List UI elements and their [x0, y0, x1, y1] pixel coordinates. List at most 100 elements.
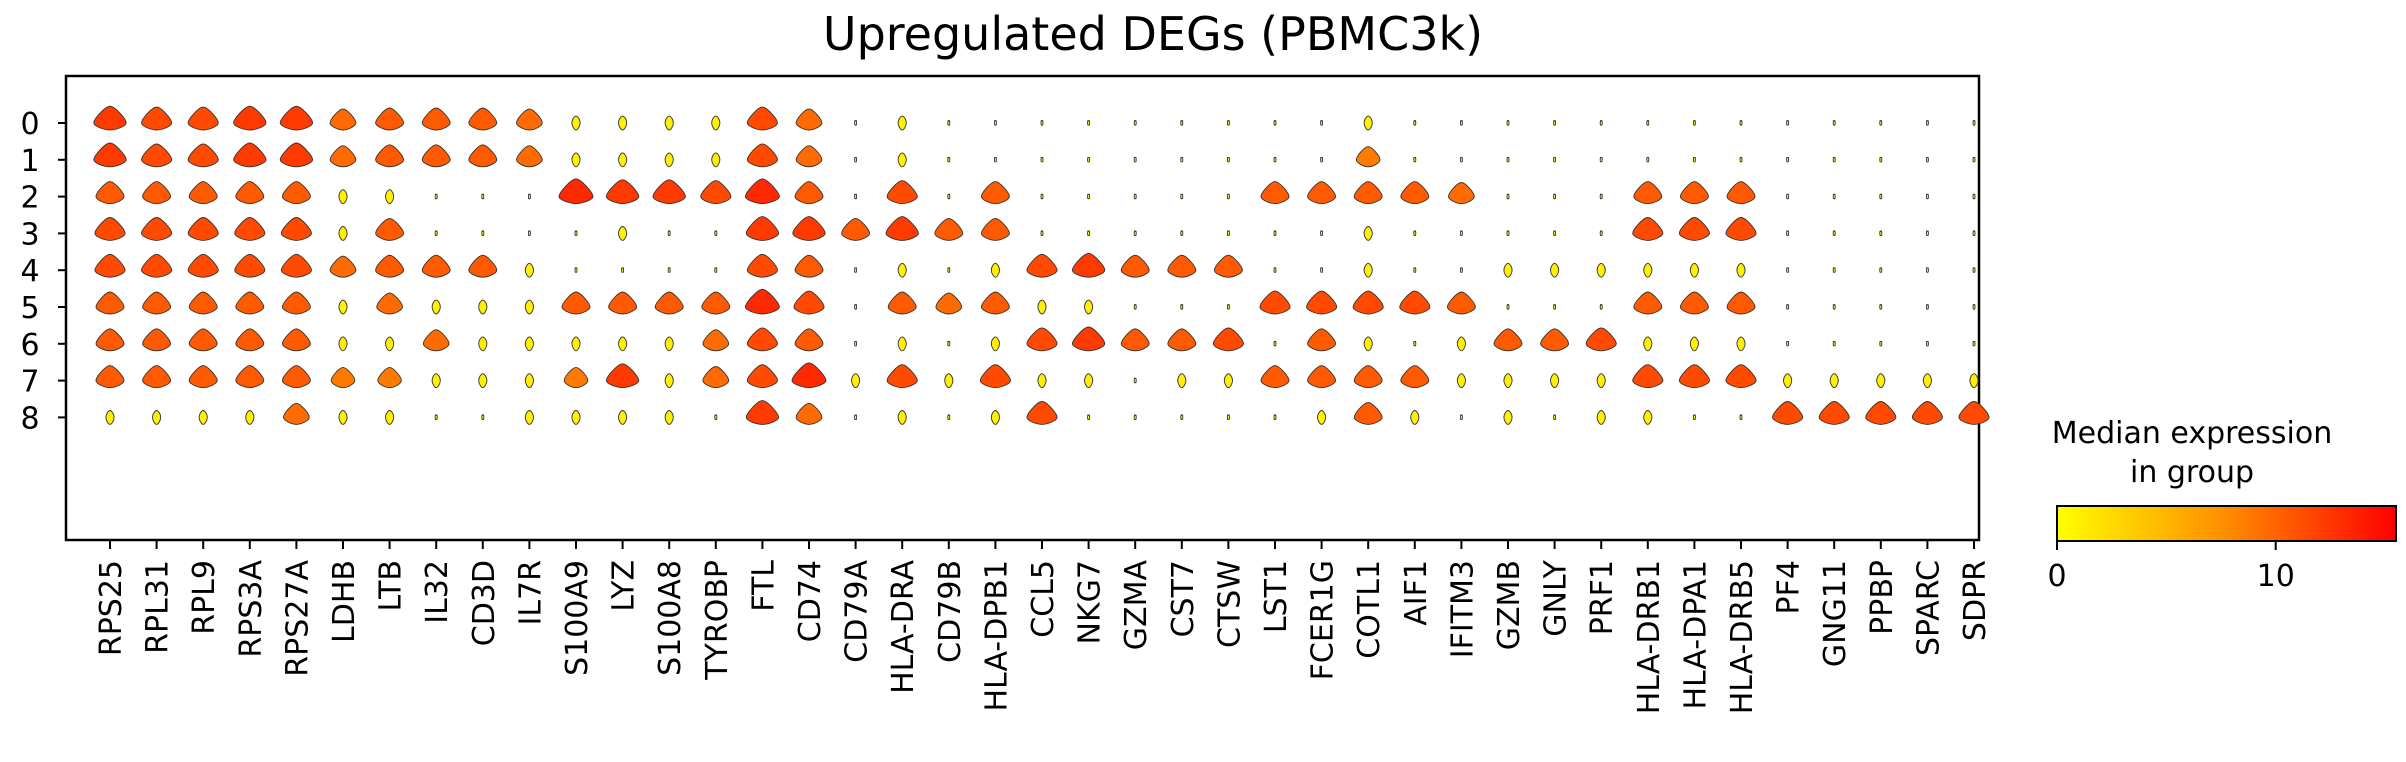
violin-HLA-DPB1-group-4 — [990, 262, 1000, 278]
violin-CCL5-group-0 — [1040, 120, 1044, 126]
violin-HLA-DRB1-group-7 — [1632, 364, 1664, 389]
violin-GZMA-group-3 — [1133, 230, 1137, 236]
violin-S100A8-group-6 — [664, 336, 674, 352]
violin-COTL1-group-1 — [1355, 146, 1381, 168]
violin-RPS25-group-8 — [105, 410, 115, 425]
violin-FCER1G-group-5 — [1306, 290, 1338, 315]
violin-COTL1-group-7 — [1353, 365, 1383, 389]
violin-AIF1-group-0 — [1413, 120, 1417, 126]
violin-CD79B-group-5 — [935, 292, 963, 315]
violin-GZMA-group-5 — [1133, 304, 1137, 310]
violin-CD79A-group-6 — [854, 340, 858, 347]
violin-GNLY-group-0 — [1553, 120, 1557, 126]
violin-CD79B-group-8 — [947, 414, 951, 420]
violin-HLA-DPA1-group-7 — [1678, 364, 1710, 389]
violin-GNG11-group-6 — [1832, 340, 1836, 347]
violin-NKG7-group-3 — [1087, 230, 1091, 236]
violin-HLA-DPB1-group-0 — [993, 120, 997, 126]
violin-PF4-group-2 — [1786, 193, 1790, 200]
violin-S100A8-group-3 — [667, 230, 671, 236]
violin-PPBP-group-6 — [1879, 340, 1883, 347]
violin-PPBP-group-1 — [1879, 156, 1883, 163]
violin-NKG7-group-6 — [1071, 326, 1106, 352]
violin-GNLY-group-6 — [1540, 328, 1570, 352]
violin-GNG11-group-4 — [1832, 267, 1836, 273]
violin-RPS25-group-7 — [95, 365, 125, 389]
violin-LYZ-group-0 — [618, 115, 628, 131]
gene-label-S100A9: S100A9 — [560, 560, 595, 676]
colorbar-title: Median expression — [2052, 416, 2332, 451]
violin-HLA-DPB1-group-7 — [979, 364, 1011, 389]
gene-label-LDHB: LDHB — [327, 560, 362, 643]
violin-CD3D-group-3 — [481, 230, 485, 236]
violin-FCER1G-group-8 — [1317, 410, 1327, 425]
violin-IFITM3-group-0 — [1459, 120, 1463, 126]
violin-SDPR-group-6 — [1972, 340, 1976, 347]
violin-IFITM3-group-5 — [1446, 291, 1476, 315]
violin-SPARC-group-1 — [1925, 156, 1929, 163]
violin-NKG7-group-5 — [1084, 299, 1094, 315]
violin-RPL31-group-1 — [141, 143, 173, 168]
violin-GNLY-group-1 — [1553, 156, 1557, 163]
violin-HLA-DPA1-group-3 — [1678, 217, 1710, 241]
violin-LDHB-group-7 — [330, 366, 356, 389]
violin-CD79A-group-8 — [854, 414, 858, 420]
gene-label-HLA-DPA1: HLA-DPA1 — [1678, 560, 1713, 710]
violin-NKG7-group-1 — [1087, 156, 1091, 163]
violin-RPS25-group-4 — [94, 253, 126, 278]
violin-LTB-group-7 — [377, 366, 402, 389]
violin-GNG11-group-8 — [1818, 401, 1850, 425]
violin-PRF1-group-3 — [1599, 230, 1603, 236]
violin-LST1-group-5 — [1259, 290, 1291, 315]
gene-label-IL7R: IL7R — [513, 560, 548, 626]
violin-FTL-group-0 — [746, 106, 778, 131]
violin-S100A9-group-4 — [574, 267, 578, 273]
violin-CTSW-group-0 — [1226, 120, 1230, 126]
violin-LYZ-group-3 — [618, 226, 628, 241]
violin-HLA-DRA-group-0 — [897, 115, 907, 131]
violin-GNLY-group-4 — [1550, 262, 1560, 278]
violin-SPARC-group-3 — [1925, 230, 1929, 236]
violin-RPL31-group-8 — [152, 410, 162, 425]
violin-PRF1-group-0 — [1599, 120, 1603, 126]
violin-PPBP-group-0 — [1879, 120, 1883, 126]
violin-LYZ-group-1 — [618, 152, 628, 168]
violin-SPARC-group-0 — [1925, 120, 1929, 126]
violin-AIF1-group-8 — [1410, 410, 1420, 425]
violin-LDHB-group-3 — [338, 226, 348, 241]
violin-COTL1-group-6 — [1363, 336, 1373, 352]
violin-PRF1-group-6 — [1585, 327, 1617, 352]
violin-TYROBP-group-4 — [714, 267, 718, 273]
violin-HLA-DPA1-group-0 — [1692, 120, 1696, 126]
gene-label-IL32: IL32 — [420, 560, 455, 624]
violin-HLA-DRB1-group-8 — [1643, 410, 1653, 425]
gene-label-CD79A: CD79A — [840, 560, 875, 663]
violin-RPS27A-group-1 — [279, 142, 314, 168]
gene-label-LST1: LST1 — [1259, 560, 1294, 633]
violin-LDHB-group-8 — [338, 410, 348, 425]
violin-IL32-group-4 — [421, 254, 451, 278]
violin-S100A9-group-7 — [563, 366, 589, 389]
violin-IL7R-group-8 — [524, 410, 534, 425]
violin-LYZ-group-2 — [605, 179, 640, 205]
violin-CD79B-group-6 — [947, 340, 951, 347]
violin-FCER1G-group-4 — [1320, 267, 1324, 273]
violin-FCER1G-group-3 — [1320, 230, 1324, 236]
violin-RPS27A-group-7 — [281, 365, 311, 389]
violin-CTSW-group-3 — [1226, 230, 1230, 236]
violin-PRF1-group-5 — [1599, 304, 1603, 310]
violin-SPARC-group-7 — [1922, 373, 1932, 389]
violin-COTL1-group-4 — [1363, 262, 1373, 278]
violin-HLA-DRA-group-5 — [887, 291, 917, 315]
violin-RPS25-group-0 — [93, 105, 127, 131]
gene-label-SDPR: SDPR — [1958, 560, 1993, 641]
violin-S100A9-group-6 — [571, 336, 581, 352]
violin-HLA-DPB1-group-5 — [980, 291, 1010, 315]
violin-GNG11-group-3 — [1832, 230, 1836, 236]
violin-CCL5-group-1 — [1040, 156, 1044, 163]
violin-GNLY-group-2 — [1553, 193, 1557, 200]
violin-GZMA-group-7 — [1133, 377, 1137, 384]
gene-label-GZMA: GZMA — [1119, 560, 1154, 651]
violin-SPARC-group-5 — [1925, 304, 1929, 310]
